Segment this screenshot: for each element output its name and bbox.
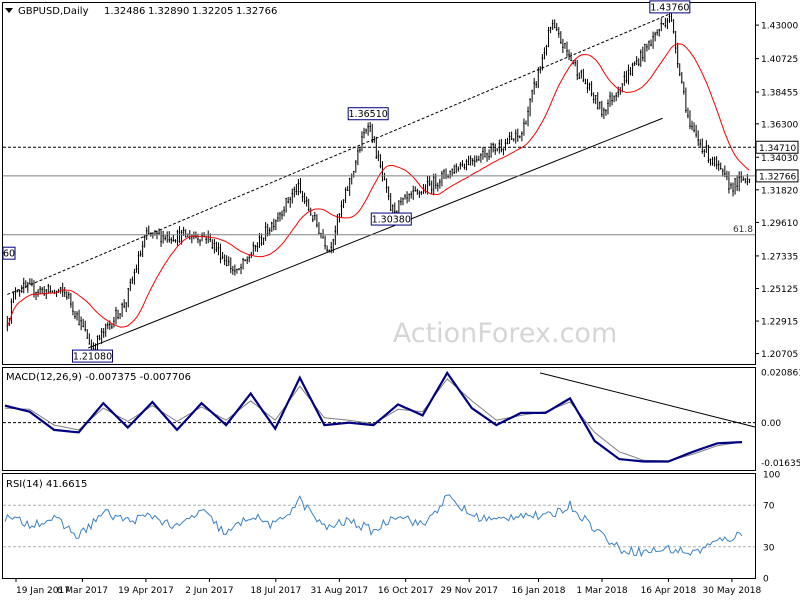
rsi-layer: [3, 494, 755, 558]
macd-title: MACD(12,26,9) -0.007375 -0.007706: [6, 372, 191, 383]
y-axis-tick-label: 1.38455: [761, 89, 798, 99]
price-annotation-box: [370, 212, 412, 226]
level-price-label: 1.32766: [759, 172, 796, 182]
y-axis-tick-label: 1.27335: [761, 252, 798, 262]
x-axis-tick-label: 31 Aug 2017: [310, 586, 368, 596]
y-axis-tick-label: 1.22915: [761, 318, 798, 328]
macd-panel-frame: [2, 367, 756, 471]
x-axis-tick-label: 16 Apr 2018: [641, 586, 697, 596]
rsi-axis-label: 100: [763, 471, 780, 481]
y-axis-tick-label: 1.40725: [761, 55, 798, 65]
axis-layer: 1.34710 1.32766 1.43000 1.40725 1.38455 1.363…: [15, 22, 800, 596]
moving-average-line: [6, 43, 750, 328]
macd-axis-label: -0.016357: [761, 459, 800, 469]
price-annotation-label: 1.36510: [349, 109, 388, 120]
macd-trendline: [539, 372, 756, 428]
level-price-box: [755, 140, 799, 154]
rsi-line: [4, 494, 743, 558]
rsi-panel-frame: [2, 473, 756, 579]
ohlc-high: 1.32890: [148, 6, 189, 17]
y-axis-tick-label: 1.34030: [761, 154, 798, 164]
macd-main-line: [4, 370, 743, 463]
y-axis-tick-label: 1.36300: [761, 120, 798, 130]
fib-level-label: 61.8: [733, 225, 753, 235]
x-axis-tick-label: 2 Jun 2017: [185, 586, 233, 596]
rsi-title: RSI(14) 41.6615: [6, 479, 87, 490]
ohlc-open: 1.32486: [104, 6, 145, 17]
collapse-arrow-icon[interactable]: [5, 8, 13, 13]
price-annotation-label: 1.30380: [372, 215, 411, 226]
macd-layer: [3, 370, 756, 463]
macd-axis-label: 0.00: [761, 419, 781, 429]
price-annotation-box: [71, 349, 113, 363]
level-price-box: [755, 169, 799, 183]
y-axis-tick-label: 1.25125: [761, 285, 798, 295]
x-axis-tick-label: 1 Mar 2018: [576, 586, 628, 596]
rsi-axis-label: 0: [763, 575, 769, 585]
x-axis-tick-label: 18 Jul 2017: [250, 586, 301, 596]
main-overlay-layer: 61.8 1.43760 1.36510 1.30380 1.21080 60: [2, 0, 755, 363]
price-annotation-box: [347, 107, 389, 121]
y-axis-tick-label: 1.43000: [761, 22, 798, 32]
price-annotation-box: [649, 0, 691, 14]
price-annotation-label: 60: [3, 249, 15, 260]
y-axis-tick-label: 1.31820: [761, 186, 798, 196]
instrument-label: GBPUSD,Daily: [18, 6, 89, 17]
x-axis-tick-label: 16 Oct 2017: [378, 586, 434, 596]
price-annotation-box: [2, 246, 16, 260]
x-axis-tick-label: 16 Jan 2018: [512, 586, 566, 596]
main-panel-frame: [2, 2, 756, 365]
x-axis-tick-label: 19 Jan 2017: [16, 586, 70, 596]
main-price-layer: [6, 11, 751, 355]
price-annotation-label: 1.43760: [650, 2, 689, 13]
watermark-text: ActionForex.com: [393, 318, 618, 349]
level-price-label: 1.34710: [759, 144, 796, 154]
x-axis-tick-label: 30 May 2018: [703, 586, 762, 596]
rsi-axis-label: 70: [763, 502, 775, 512]
x-axis-tick-label: 29 Nov 2017: [440, 586, 498, 596]
macd-axis-label: 0.020861: [761, 368, 800, 378]
lower-channel-trendline: [87, 117, 663, 349]
x-axis-tick-label: 6 Mar 2017: [57, 586, 108, 596]
price-annotation-label: 1.21080: [73, 352, 112, 363]
ohlc-low: 1.32205: [192, 6, 233, 17]
y-axis-tick-label: 1.29610: [761, 219, 798, 229]
y-axis-tick-label: 1.20705: [761, 350, 798, 360]
rsi-axis-label: 30: [763, 543, 775, 553]
ohlc-close: 1.32766: [236, 6, 277, 17]
x-axis-tick-label: 19 Apr 2017: [118, 586, 174, 596]
